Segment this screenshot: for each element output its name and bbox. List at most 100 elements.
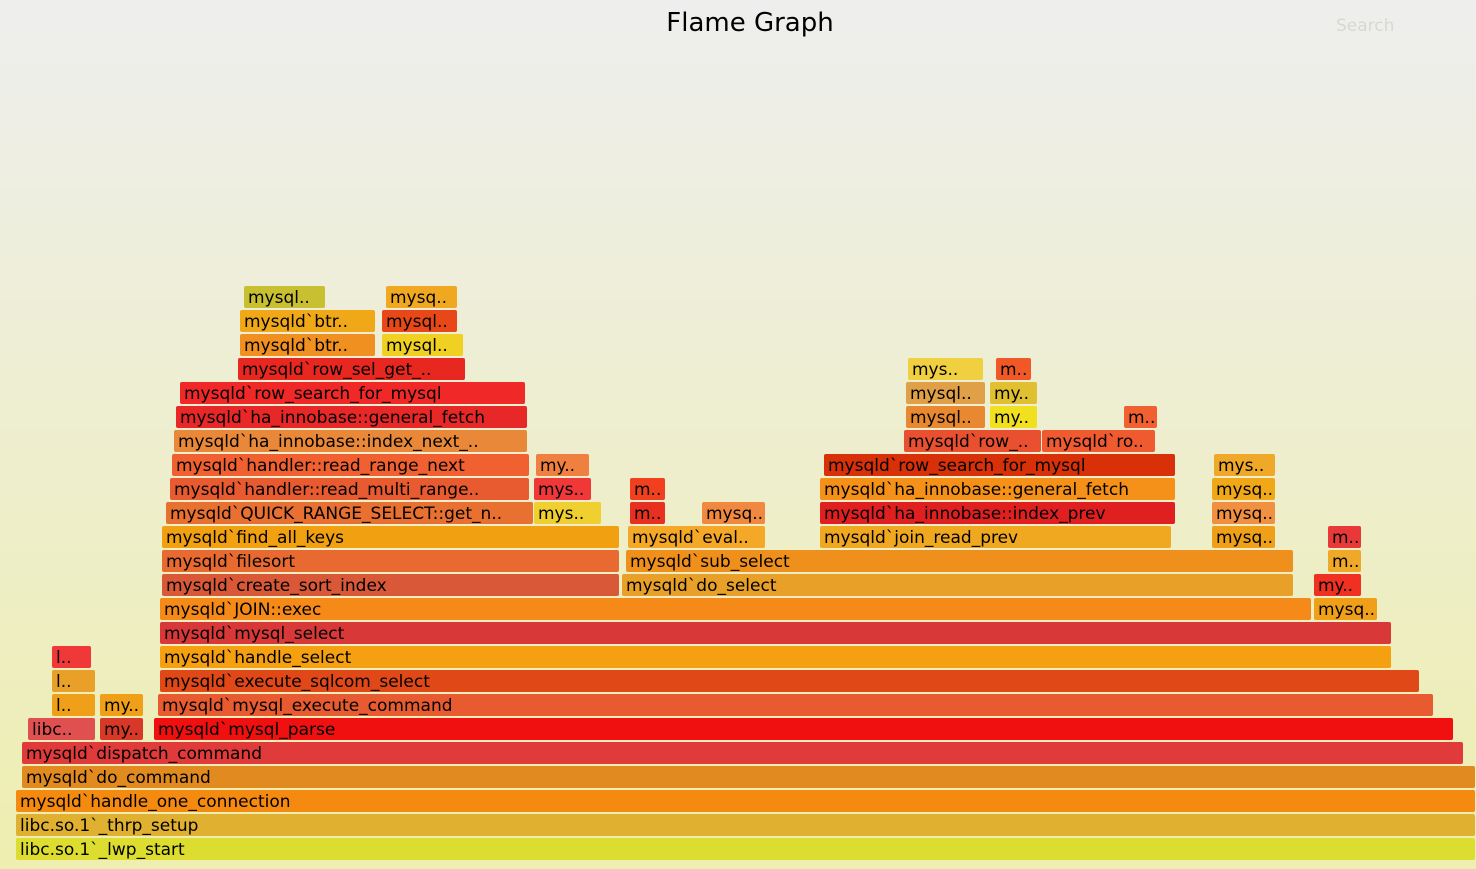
flame-frame[interactable]: mys.. mys.. — [908, 358, 983, 380]
flame-frame-rect[interactable]: mysqld`create_sort_index — [162, 574, 619, 596]
flame-frame-rect[interactable]: l.. — [52, 670, 95, 692]
flame-frame[interactable]: m.. m.. — [1328, 526, 1361, 548]
flame-frame-rect[interactable]: mysq.. — [1212, 478, 1275, 500]
flame-frame[interactable]: mysqld`btr..mysqld`btr.. — [240, 310, 375, 332]
flame-frame-rect[interactable]: mys.. — [1214, 454, 1275, 476]
flame-frame[interactable]: mysqld`handler::read_range_nextmysqld`ha… — [172, 454, 529, 476]
flame-frame-rect[interactable]: mysqld`execute_sqlcom_select — [160, 670, 1419, 692]
flame-frame-rect[interactable]: mysq.. — [1314, 598, 1377, 620]
flame-frame-rect[interactable]: mysqld`join_read_prev — [820, 526, 1171, 548]
flame-frame-rect[interactable]: mysqld`mysql_select — [160, 622, 1391, 644]
flame-frame-rect[interactable]: libc.so.1`_lwp_start — [16, 838, 1475, 860]
flame-frame[interactable]: mys.. mys.. — [534, 502, 601, 524]
flame-frame[interactable]: mysqld`sub_select mysqld`sub_select — [626, 550, 1293, 572]
flame-frame[interactable]: mysqld`ha_innobase::index_next_..mysqld`… — [174, 430, 527, 452]
flame-frame[interactable]: mysql..mysql.. — [382, 310, 457, 332]
flame-frame[interactable]: mysql..mysql.. — [906, 382, 985, 404]
flame-frame-rect[interactable]: mysqld`row_.. — [904, 430, 1041, 452]
flame-frame-rect[interactable]: mysq.. — [1212, 502, 1275, 524]
flame-frame[interactable]: mysq.. mysq.. — [1212, 478, 1275, 500]
flame-frame-rect[interactable]: mysqld`handler::read_multi_range.. — [170, 478, 529, 500]
flame-frame[interactable]: l..l.. — [52, 646, 91, 668]
flame-frame-rect[interactable]: mysqld`eval.. — [628, 526, 765, 548]
flame-frame[interactable]: m.. m.. — [1328, 550, 1361, 572]
flame-frame[interactable]: mysqld`ro.. mysqld`ro.. — [1042, 430, 1155, 452]
flame-frame-rect[interactable]: m.. — [1124, 406, 1157, 428]
flame-frame[interactable]: mys.. mys.. — [534, 478, 591, 500]
flame-frame-rect[interactable]: mysqld`row_sel_get_.. — [238, 358, 465, 380]
flame-frame[interactable]: mysqld`handle_one_connectionmysqld`handl… — [16, 790, 1475, 812]
flame-frame[interactable]: libc.so.1`_thrp_setuplibc.so.1`_thrp_set… — [16, 814, 1475, 836]
flame-frame-rect[interactable]: mysql.. — [244, 286, 325, 308]
flame-frame[interactable]: mysqld`row_.. mysqld`row_.. — [904, 430, 1041, 452]
flame-frame-rect[interactable]: mysqld`QUICK_RANGE_SELECT::get_n.. — [166, 502, 533, 524]
flame-frame-rect[interactable]: mys.. — [908, 358, 983, 380]
flame-frame[interactable]: mysqld`handler::read_multi_range..mysqld… — [170, 478, 529, 500]
flame-frame[interactable]: mysq.. mysq.. — [1212, 526, 1275, 548]
flame-frame-rect[interactable]: l.. — [52, 694, 95, 716]
flame-frame-rect[interactable]: mysqld`do_command — [22, 766, 1475, 788]
flame-frame[interactable]: m.. m.. — [1124, 406, 1157, 428]
flame-frame-rect[interactable]: m.. — [1328, 550, 1361, 572]
flame-frame[interactable]: mysqld`ha_innobase::index_prev mysqld`ha_… — [820, 502, 1175, 524]
flame-frame-rect[interactable]: m.. — [630, 478, 665, 500]
flame-frame[interactable]: mysq.. mysq.. — [1212, 502, 1275, 524]
flame-frame-rect[interactable]: mysql.. — [906, 382, 985, 404]
flame-frame-rect[interactable]: my.. — [536, 454, 589, 476]
flame-frame[interactable]: my.. my.. — [990, 382, 1037, 404]
flame-frame[interactable]: mysqld`dispatch_commandmysqld`dispatch_c… — [22, 742, 1463, 764]
flame-frame[interactable]: m.. m.. — [996, 358, 1031, 380]
flame-frame-rect[interactable]: mysqld`JOIN::exec — [160, 598, 1311, 620]
flame-frame[interactable]: mysqld`mysql_execute_command mysqld`mysql… — [158, 694, 1433, 716]
flame-frame-rect[interactable]: my.. — [990, 382, 1037, 404]
flame-frame-rect[interactable]: my.. — [100, 718, 143, 740]
flame-frame[interactable]: mysql..mysql.. — [382, 334, 463, 356]
flame-frame-rect[interactable]: mysqld`filesort — [162, 550, 619, 572]
flame-frame[interactable]: mysqld`mysql_parse mysqld`mysql_parse — [154, 718, 1453, 740]
flame-frame-rect[interactable]: mysq.. — [386, 286, 457, 308]
flame-frame[interactable]: mysqld`create_sort_indexmysqld`create_so… — [162, 574, 619, 596]
flame-frame[interactable]: mysqld`join_read_prev mysqld`join_read_pr… — [820, 526, 1171, 548]
flame-frame-rect[interactable]: m.. — [996, 358, 1031, 380]
flame-frame-rect[interactable]: mysq.. — [702, 502, 765, 524]
flame-frame-rect[interactable]: my.. — [990, 406, 1037, 428]
flame-frame-rect[interactable]: mysqld`btr.. — [240, 334, 375, 356]
flame-frame[interactable]: mysqld`row_search_for_mysqlmysqld`row_se… — [180, 382, 525, 404]
flame-frame-rect[interactable]: mysqld`dispatch_command — [22, 742, 1463, 764]
flame-frame-rect[interactable]: mys.. — [534, 502, 601, 524]
flame-frame-rect[interactable]: l.. — [52, 646, 91, 668]
flame-frame-rect[interactable]: libc.. — [28, 718, 95, 740]
flame-frame-rect[interactable]: mysqld`row_search_for_mysql — [824, 454, 1175, 476]
flame-frame-rect[interactable]: mysqld`row_search_for_mysql — [180, 382, 525, 404]
flame-frame[interactable]: libc..libc.. — [28, 718, 95, 740]
flame-frame[interactable]: my.. my.. — [536, 454, 589, 476]
flame-frame-rect[interactable]: m.. — [1328, 526, 1361, 548]
flame-frame[interactable]: mysq.. mysq.. — [1314, 598, 1377, 620]
flame-frame-rect[interactable]: mysqld`ha_innobase::general_fetch — [820, 478, 1175, 500]
flame-frame-rect[interactable]: mysqld`btr.. — [240, 310, 375, 332]
flame-frame-rect[interactable]: mysqld`ha_innobase::index_next_.. — [174, 430, 527, 452]
flame-frame[interactable]: my.. my.. — [1314, 574, 1361, 596]
search-button[interactable]: Search — [1336, 16, 1395, 36]
flame-frame[interactable]: mysq.. mysq.. — [702, 502, 765, 524]
flame-frame-rect[interactable]: mysqld`ha_innobase::index_prev — [820, 502, 1175, 524]
flame-frame[interactable]: mysqld`ha_innobase::general_fetchmysqld`… — [176, 406, 527, 428]
flame-frame[interactable]: mysqld`execute_sqlcom_select mysqld`execu… — [160, 670, 1419, 692]
flame-frame-rect[interactable]: m.. — [630, 502, 665, 524]
flame-frame-rect[interactable]: mysqld`do_select — [622, 574, 1293, 596]
flame-frame[interactable]: my.. my.. — [990, 406, 1037, 428]
flame-frame-rect[interactable]: mysqld`ro.. — [1042, 430, 1155, 452]
flame-frame[interactable]: mysql..mysql.. — [244, 286, 325, 308]
flame-frame-rect[interactable]: mysql.. — [382, 334, 463, 356]
flame-frame-rect[interactable]: my.. — [100, 694, 143, 716]
flame-frame-rect[interactable]: mysql.. — [906, 406, 985, 428]
flame-frame[interactable]: m.. m.. — [630, 502, 665, 524]
flame-frame[interactable]: l..l.. — [52, 694, 95, 716]
flame-frame-rect[interactable]: mysqld`handler::read_range_next — [172, 454, 529, 476]
flame-frame[interactable]: mysqld`eval.. mysqld`eval.. — [628, 526, 765, 548]
